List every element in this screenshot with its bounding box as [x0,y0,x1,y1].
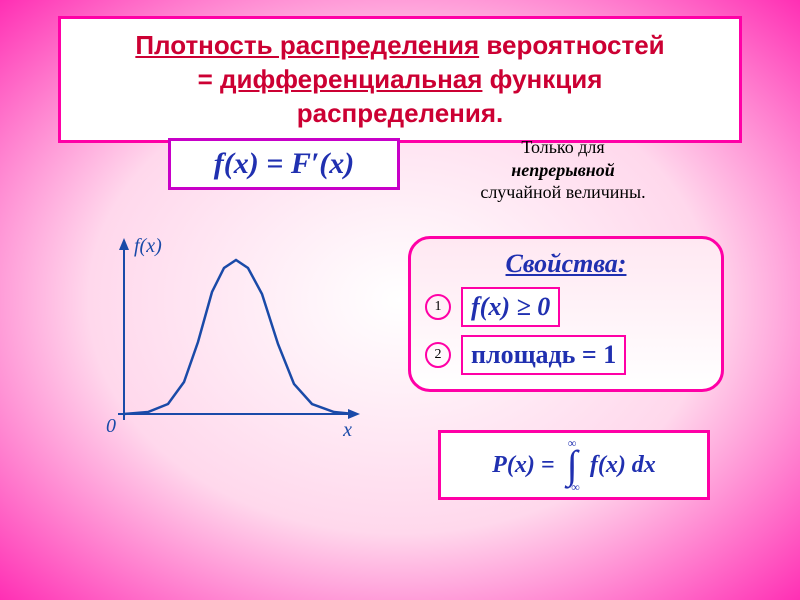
side-note-emph: непрерывной [511,160,615,180]
title-line2c: функция [482,64,602,94]
title-line2b: дифференциальная [220,64,482,94]
svg-text:f(x): f(x) [134,235,162,257]
side-note: Только для непрерывной случайной величин… [438,136,688,204]
integral-lhs: P(x) = [492,452,554,479]
property-number-2: 2 [425,342,451,368]
density-chart: f(x) x 0 [96,232,366,454]
side-note-line1: Только для [521,137,604,157]
svg-text:x: x [342,419,352,441]
title-line2a: = [198,64,220,94]
integral-formula-box: P(x) = ∞ ∫ −∞ f(x) dx [438,430,710,500]
properties-box: Свойства: 1 f(x) ≥ 0 2 площадь = 1 [408,236,724,392]
side-note-line3: случайной величины. [480,182,645,202]
integral-lower-limit: −∞ [565,481,580,493]
integral-content: P(x) = ∞ ∫ −∞ f(x) dx [463,437,685,493]
integral-integrand: f(x) dx [590,452,656,479]
title-line1a: Плотность распределения [135,30,479,60]
main-formula-box: f(x) = F′(x) [168,138,400,190]
main-formula-text: f(x) = F′(x) [214,147,355,180]
property-value-2: площадь = 1 [461,335,626,375]
property-value-1: f(x) ≥ 0 [461,287,560,327]
properties-title: Свойства: [425,249,707,279]
integral-sign: ∫ [567,449,578,481]
property-row-1: 1 f(x) ≥ 0 [425,287,707,327]
title-text: Плотность распределения вероятностей = д… [75,29,725,130]
svg-text:0: 0 [106,415,116,437]
title-line3: распределения. [297,98,504,128]
property-row-2: 2 площадь = 1 [425,335,707,375]
integral-symbol-group: ∞ ∫ −∞ [565,437,580,493]
property-number-1: 1 [425,294,451,320]
title-line1b: вероятностей [479,30,665,60]
title-box: Плотность распределения вероятностей = д… [58,16,742,143]
